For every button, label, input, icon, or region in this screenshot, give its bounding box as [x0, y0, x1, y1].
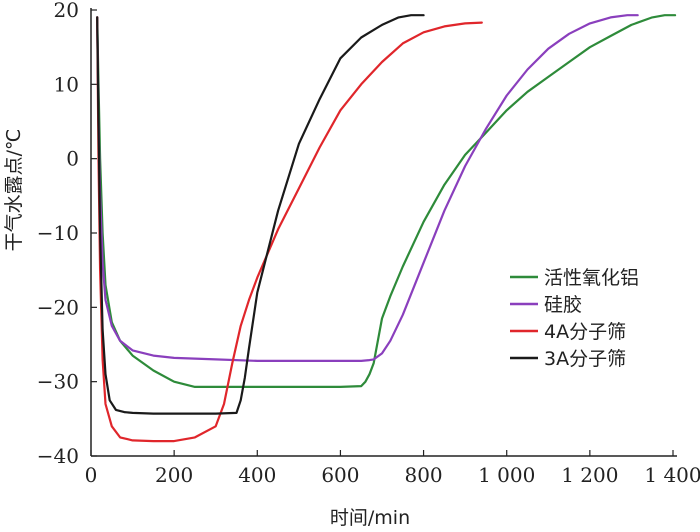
legend-label: 硅胶: [544, 294, 582, 316]
x-tick-label: 800: [404, 463, 442, 487]
y-tick-label: −10: [37, 221, 79, 245]
series-lines: [96, 14, 677, 443]
x-axis-title: 时间/min: [330, 507, 410, 529]
y-tick-label: −20: [37, 295, 79, 319]
y-axis-title: 干气水露点/℃: [3, 129, 25, 252]
x-tick-label: 1 400: [644, 463, 700, 487]
y-axis-ticks: −40 −30 −20 −10 0 10 20: [37, 0, 97, 468]
series-line-2: [96, 16, 483, 443]
legend-label: 4A分子筛: [544, 321, 626, 343]
y-tick-label: −40: [37, 444, 79, 468]
x-tick-label: 400: [238, 463, 276, 487]
legend-label: 3A分子筛: [544, 348, 626, 370]
x-tick-label: 200: [155, 463, 193, 487]
legend-label: 活性氧化铝: [544, 267, 639, 289]
x-tick-label: 600: [321, 463, 359, 487]
x-axis-ticks: 0 200 400 600 800 1 000 1 200 1 400: [85, 450, 700, 487]
series-line-1: [96, 14, 639, 362]
series-line-3: [96, 14, 425, 415]
y-tick-label: 20: [54, 0, 79, 22]
x-tick-label: 1 200: [561, 463, 618, 487]
x-tick-label: 1 000: [478, 463, 535, 487]
y-tick-label: 0: [66, 147, 79, 171]
y-tick-label: 10: [54, 72, 79, 96]
y-tick-label: −30: [37, 370, 79, 394]
x-tick-label: 0: [85, 463, 98, 487]
